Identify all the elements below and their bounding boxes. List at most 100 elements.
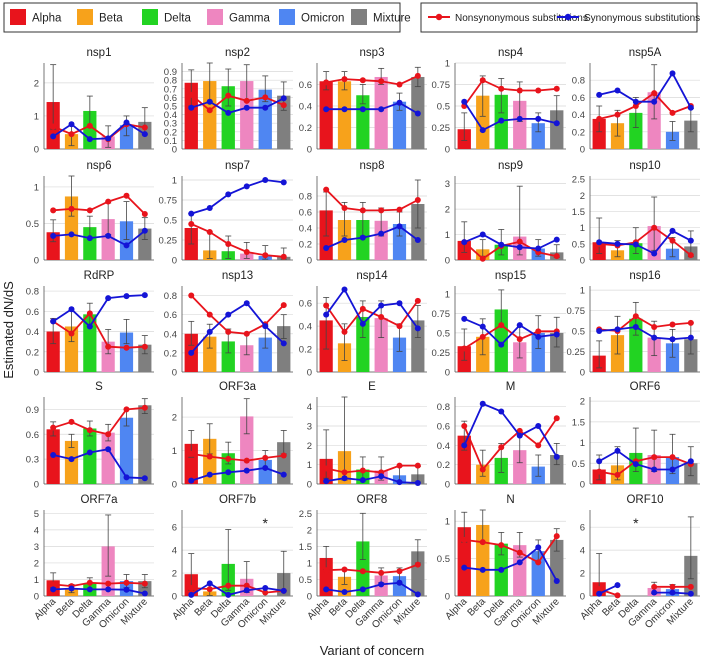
panel-nsp13: nsp13 0 0.2 0.4 0.6 0.8 [164, 270, 293, 379]
y-tick-label: 0 [34, 480, 39, 491]
y-tick-label: 1 [445, 289, 450, 300]
panel-nsp8: nsp8 0 0.2 0.4 0.6 0.8 [299, 160, 427, 267]
synonymous-point [280, 587, 287, 594]
bar-mixture [550, 539, 564, 596]
nonsynonymous-point [243, 330, 250, 337]
synonymous-point [632, 241, 639, 248]
nonsynonymous-point [669, 237, 676, 244]
y-tick-label: 0.3 [164, 119, 177, 130]
synonymous-line [190, 302, 285, 354]
legend-label-omicron: Omicron [301, 13, 344, 25]
panel-title: nsp3 [360, 47, 385, 59]
nonsynonymous-point [414, 462, 421, 469]
synonymous-point [68, 306, 75, 313]
legend-swatch-gamma [207, 9, 223, 25]
y-tick-label: 0.25 [159, 236, 178, 247]
nonsynonymous-point [86, 427, 93, 434]
y-tick-label: 2 [580, 191, 585, 202]
bar-beta [203, 81, 217, 149]
synonymous-point [86, 235, 93, 242]
y-tick-label: 0.4 [164, 110, 177, 121]
nonsynonymous-point [498, 322, 505, 329]
synonymous-point [105, 135, 112, 142]
synonymous-point [50, 452, 57, 458]
nonsynonymous-point [359, 77, 366, 84]
synonymous-point [498, 566, 505, 573]
y-tick-label: 0.75 [567, 306, 586, 317]
bar-alpha [46, 232, 60, 260]
y-tick-label: 1 [445, 59, 450, 70]
panel-title: S [95, 381, 103, 393]
nonsynonymous-point [188, 292, 195, 299]
panel-nsp5a: nsp5A 0 0.2 0.4 0.6 0.8 [572, 47, 700, 156]
bar-beta [203, 438, 217, 484]
nonsynonymous-point [188, 91, 195, 98]
nonsynonymous-point [396, 323, 403, 330]
synonymous-point [596, 458, 603, 465]
bar-gamma [240, 345, 254, 372]
bar-beta [64, 326, 79, 372]
bar-omicron [258, 459, 272, 484]
synonymous-point [596, 328, 603, 335]
nonsynonymous-point [498, 444, 505, 451]
y-tick-label: 0.4 [437, 441, 450, 452]
y-tick-label: 0 [172, 145, 177, 156]
nonsynonymous-point [687, 252, 694, 259]
legend-label-alpha: Alpha [32, 13, 62, 25]
synonymous-point [188, 104, 195, 111]
bar-gamma [101, 432, 115, 484]
y-axis-title: Estimated dN/dS [1, 281, 16, 379]
synonymous-point [243, 587, 250, 594]
nonsynonymous-point [243, 249, 250, 255]
synonymous-point [461, 239, 468, 246]
panel-nsp4: nsp4 0 0.25 0.5 0.75 1 [432, 47, 566, 156]
nonsynonymous-line [52, 311, 145, 349]
nonsynonymous-point [280, 452, 287, 459]
bar-beta [476, 95, 490, 149]
y-tick-label: 1 [445, 517, 450, 528]
y-tick-label: 0.6 [26, 307, 39, 318]
nonsynonymous-line [190, 294, 285, 335]
nonsynonymous-point [323, 302, 330, 309]
y-tick-label: 1 [34, 182, 39, 193]
panel-title: ORF10 [626, 494, 663, 506]
bar-gamma [513, 450, 527, 484]
legend-marker-synonymous [564, 13, 572, 21]
synonymous-point [479, 400, 486, 407]
synonymous-point [479, 127, 486, 134]
nonsynonymous-point [516, 336, 523, 343]
nonsynonymous-point [479, 466, 486, 473]
synonymous-point [262, 323, 269, 330]
nonsynonymous-line [326, 464, 418, 474]
y-tick-label: 0.25 [432, 348, 451, 359]
y-tick-label: 3 [34, 542, 39, 553]
synonymous-point [461, 98, 468, 105]
bar-delta [83, 314, 97, 372]
synonymous-point [687, 104, 694, 111]
synonymous-point [378, 302, 385, 309]
y-tick-label: 0.1 [164, 136, 177, 147]
panel-title: ORF6 [630, 381, 661, 393]
panel-title: ORF3a [219, 381, 257, 393]
y-tick-label: 0.6 [164, 93, 177, 104]
synonymous-point [105, 295, 112, 302]
nonsynonymous-point [414, 72, 421, 79]
nonsynonymous-point [687, 583, 694, 590]
panel-orf8: ORF800.511.522.5AlphaBetaDeltaGammaOmicr… [299, 494, 427, 631]
panel-title: ORF8 [357, 494, 388, 506]
synonymous-point [498, 408, 505, 415]
synonymous-point [359, 477, 366, 484]
y-tick-label: 1 [307, 460, 312, 471]
synonymous-point [243, 467, 250, 474]
y-tick-label: 2 [34, 558, 39, 569]
nonsynonymous-point [206, 311, 213, 318]
bar-mixture [277, 326, 291, 372]
nonsynonymous-point [359, 305, 366, 312]
y-tick-label: 0.2 [299, 345, 312, 356]
synonymous-point [396, 99, 403, 106]
y-tick-label: 0.5 [299, 575, 312, 586]
y-tick-label: 1 [580, 438, 585, 449]
panel-nsp16: nsp16 0 0.25 0.5 0.75 1 [567, 270, 700, 379]
synonymous-point [225, 109, 232, 116]
synonymous-point [553, 578, 560, 585]
